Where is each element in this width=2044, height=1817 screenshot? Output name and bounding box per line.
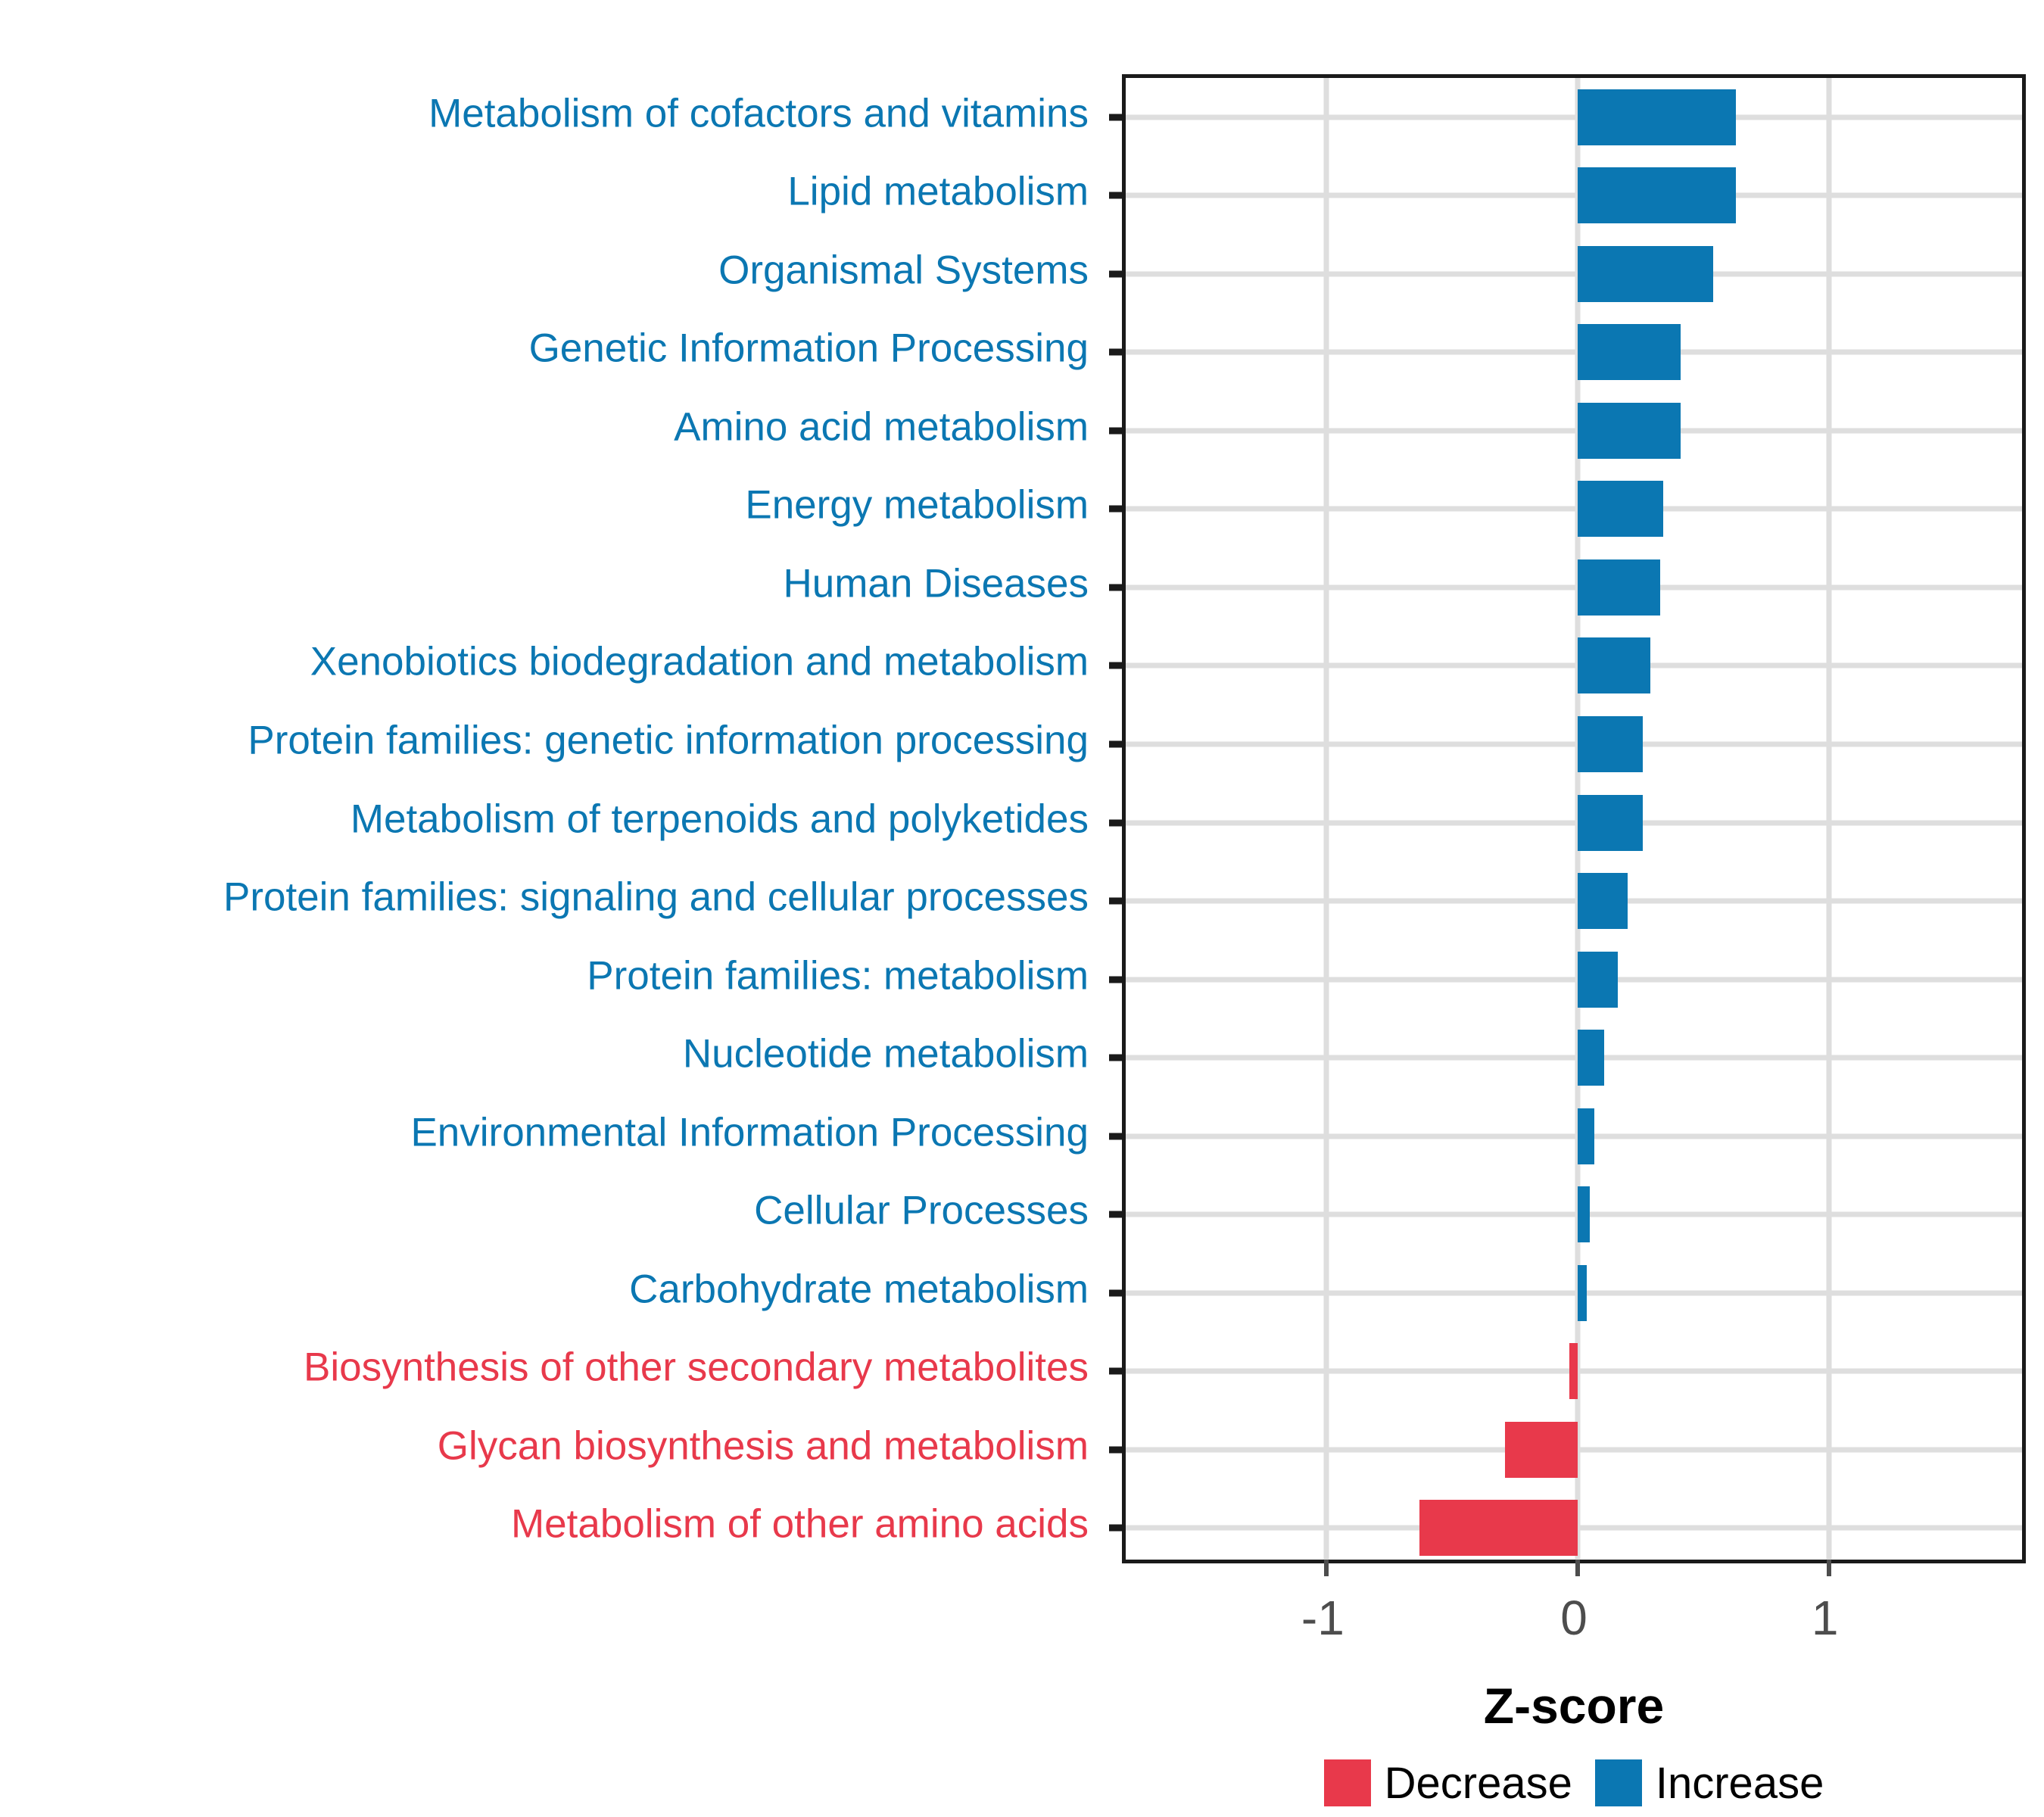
bar — [1419, 1500, 1578, 1557]
x-axis-tick-label: 0 — [1560, 1591, 1588, 1645]
y-axis-label: Human Diseases — [783, 561, 1089, 606]
gridline-horizontal — [1126, 977, 2022, 983]
x-axis-tick — [1324, 1560, 1329, 1576]
y-axis-category-labels: Metabolism of cofactors and vitamins Lipi… — [0, 74, 1105, 1563]
legend-color-swatch — [1594, 1759, 1642, 1806]
gridline-horizontal — [1126, 428, 2022, 434]
gridline-vertical — [1323, 78, 1329, 1560]
y-axis-label: Protein families: signaling and cellular… — [223, 874, 1089, 920]
y-axis-tick — [1109, 1133, 1126, 1140]
y-axis-tick — [1109, 1524, 1126, 1532]
gridline-horizontal — [1126, 1133, 2022, 1139]
y-axis-label: Protein families: genetic information pr… — [248, 718, 1089, 763]
chart-legend: Decrease Increase — [1122, 1756, 2026, 1809]
y-axis-label: Cellular Processes — [754, 1188, 1089, 1233]
bar — [1578, 1186, 1590, 1243]
gridline-horizontal — [1126, 898, 2022, 904]
y-axis-label: Metabolism of cofactors and vitamins — [428, 91, 1089, 136]
y-axis-label: Genetic Information Processing — [528, 326, 1089, 371]
gridline-horizontal — [1126, 1211, 2022, 1217]
bar — [1578, 715, 1644, 772]
gridline-horizontal — [1126, 1055, 2022, 1061]
y-axis-label: Biosynthesis of other secondary metaboli… — [304, 1345, 1089, 1390]
bar — [1578, 324, 1681, 381]
gridline-horizontal — [1126, 584, 2022, 591]
bar — [1578, 245, 1714, 302]
plot-panel — [1109, 74, 2026, 1576]
y-axis-tick — [1109, 192, 1126, 199]
x-axis-title: Z-score — [1483, 1678, 1665, 1734]
bar — [1578, 1264, 1588, 1321]
bar — [1569, 1343, 1578, 1400]
y-axis-label: Xenobiotics biodegradation and metabolis… — [310, 639, 1089, 684]
x-axis-tick-label: 1 — [1811, 1591, 1839, 1645]
y-axis-tick — [1109, 1211, 1126, 1218]
bar — [1578, 794, 1644, 851]
y-axis-tick — [1109, 1054, 1126, 1061]
y-axis-tick — [1109, 427, 1126, 435]
y-axis-label: Metabolism of other amino acids — [511, 1501, 1089, 1547]
gridline-vertical — [1826, 78, 1832, 1560]
bar — [1578, 402, 1681, 459]
gridline-horizontal — [1126, 1290, 2022, 1296]
bar — [1578, 637, 1651, 694]
y-axis-tick — [1109, 740, 1126, 748]
legend-label: Increase — [1655, 1758, 1824, 1808]
plot-area — [1126, 78, 2022, 1560]
y-axis-label: Amino acid metabolism — [674, 404, 1089, 450]
y-axis-tick — [1109, 897, 1126, 905]
legend-item: Increase — [1594, 1758, 1824, 1809]
bar — [1578, 951, 1619, 1008]
x-axis-tick-label: -1 — [1301, 1591, 1344, 1645]
x-axis-tick — [1826, 1560, 1831, 1576]
y-axis-tick — [1109, 114, 1126, 121]
y-axis-label: Energy metabolism — [745, 482, 1089, 528]
legend-label: Decrease — [1384, 1758, 1572, 1808]
y-axis-tick — [1109, 348, 1126, 356]
y-axis-tick — [1109, 270, 1126, 278]
gridline-horizontal — [1126, 506, 2022, 512]
bar — [1578, 481, 1663, 538]
gridline-horizontal — [1126, 349, 2022, 355]
bar — [1578, 89, 1736, 145]
y-axis-label: Metabolism of terpenoids and polyketides — [350, 796, 1089, 841]
legend-item: Decrease — [1323, 1758, 1572, 1809]
gridline-horizontal — [1126, 271, 2022, 277]
bar — [1578, 1108, 1595, 1164]
gridline-horizontal — [1126, 192, 2022, 198]
y-axis-tick — [1109, 1367, 1126, 1375]
gridline-horizontal — [1126, 741, 2022, 747]
y-axis-tick — [1109, 819, 1126, 826]
y-axis-tick — [1109, 662, 1126, 669]
y-axis-label: Protein families: metabolism — [587, 953, 1089, 999]
bar — [1578, 167, 1736, 224]
bar — [1504, 1421, 1578, 1478]
y-axis-label: Nucleotide metabolism — [682, 1031, 1089, 1077]
bar — [1578, 559, 1661, 616]
y-axis-label: Lipid metabolism — [787, 169, 1089, 214]
y-axis-label: Organismal Systems — [718, 248, 1089, 293]
legend-color-swatch — [1323, 1759, 1371, 1806]
y-axis-tick — [1109, 976, 1126, 983]
y-axis-tick — [1109, 584, 1126, 591]
gridline-horizontal — [1126, 820, 2022, 825]
bar — [1578, 873, 1628, 930]
y-axis-label: Carbohydrate metabolism — [629, 1267, 1089, 1312]
bar — [1578, 1030, 1604, 1086]
gridline-horizontal — [1126, 662, 2022, 669]
x-axis-tick — [1575, 1560, 1580, 1576]
gridline-horizontal — [1126, 114, 2022, 120]
y-axis-label: Environmental Information Processing — [410, 1110, 1089, 1155]
y-axis-tick — [1109, 1289, 1126, 1297]
y-axis-label: Glycan biosynthesis and metabolism — [437, 1423, 1089, 1469]
y-axis-tick — [1109, 1446, 1126, 1454]
y-axis-tick — [1109, 505, 1126, 513]
